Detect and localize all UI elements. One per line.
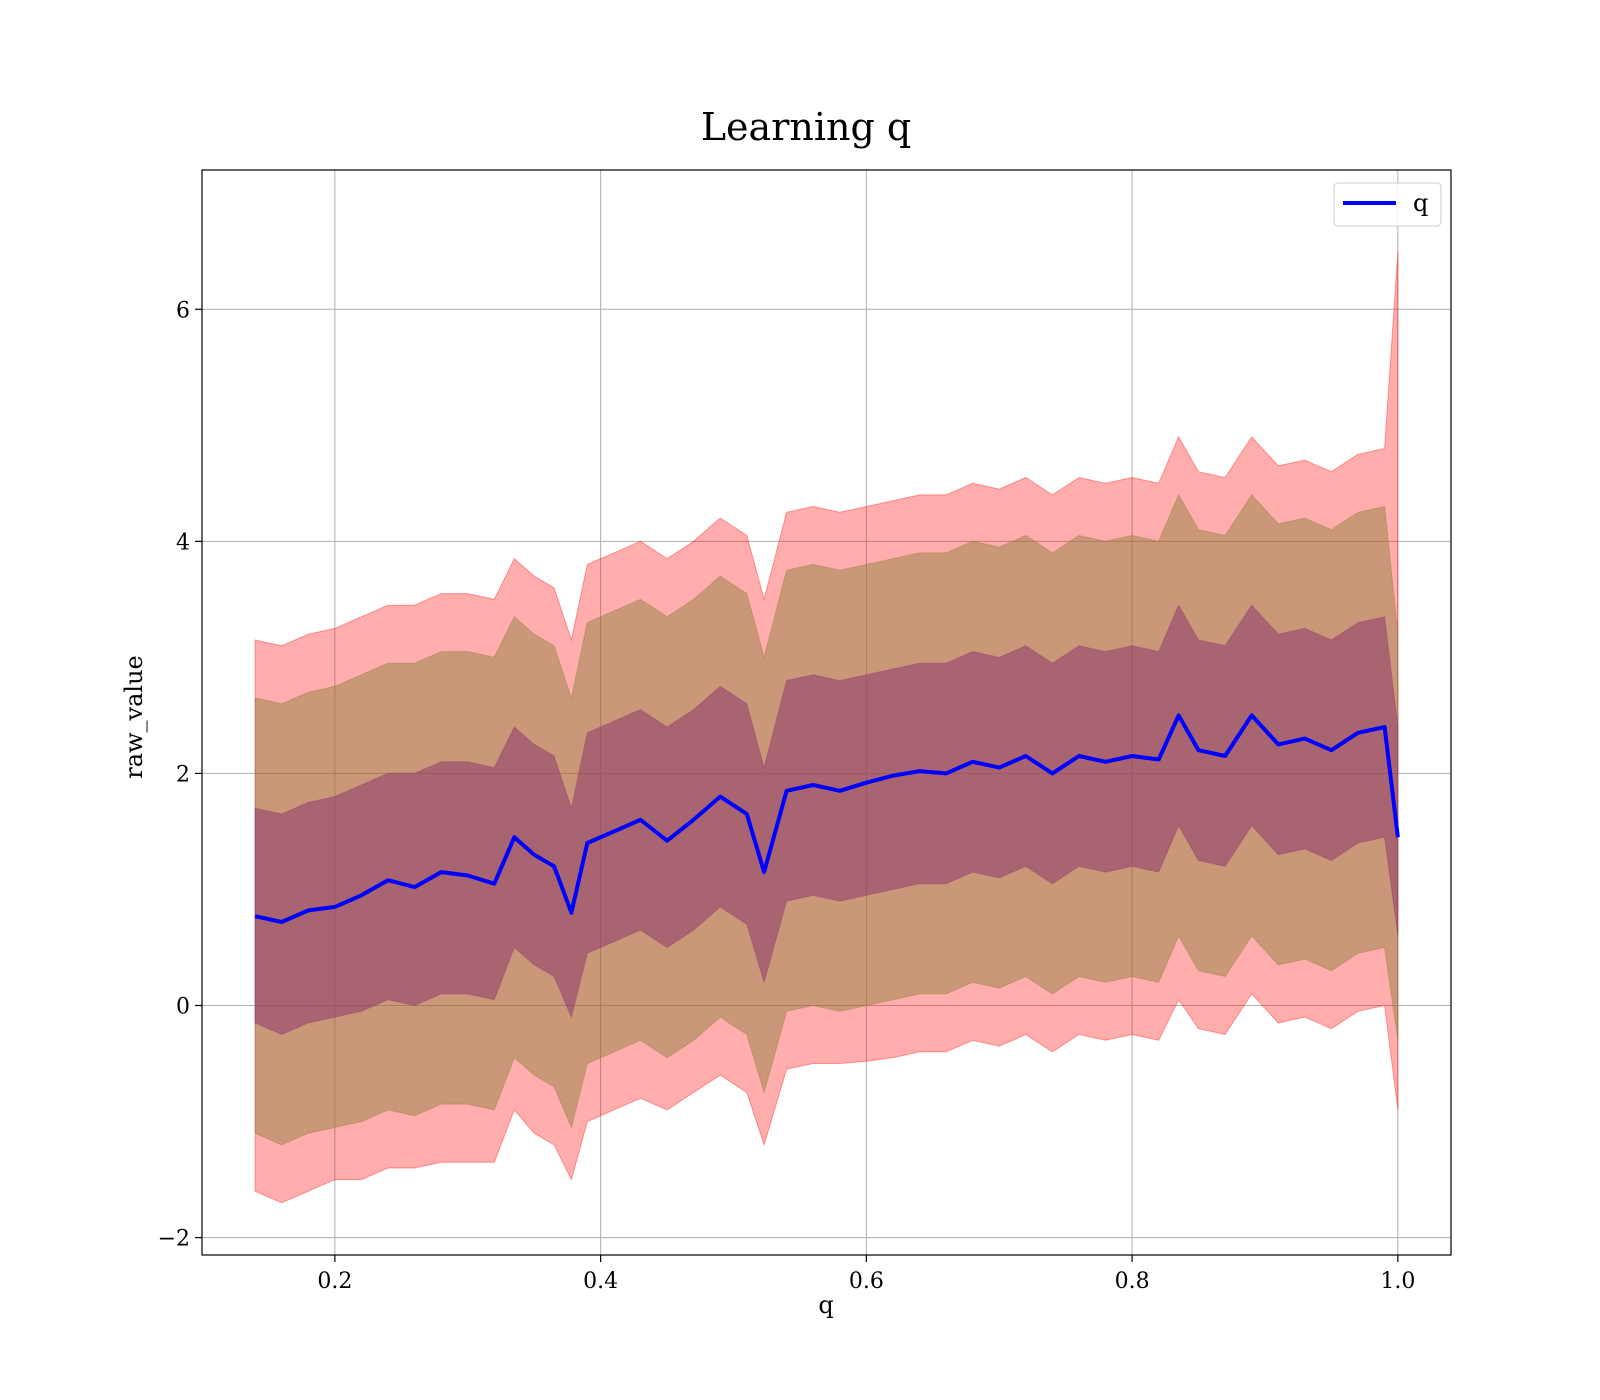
mean-line-q [254, 713, 1400, 924]
x-tick-label: 0.4 [583, 1269, 618, 1294]
chart-title: Learning q [701, 105, 911, 149]
y-tick-label: −2 [158, 1227, 190, 1252]
y-tick-label: 2 [176, 762, 190, 787]
x-tick-label: 0.2 [317, 1269, 352, 1294]
legend: q [1333, 182, 1442, 227]
x-axis-label: q [818, 1291, 833, 1319]
y-axis: −2 0 2 4 6 [158, 298, 202, 1252]
mean-line-group [254, 713, 1400, 924]
x-tick-label: 1.0 [1380, 1269, 1415, 1294]
y-tick-label: 6 [176, 298, 190, 323]
x-tick-label: 0.6 [849, 1269, 884, 1294]
x-axis: 0.2 0.4 0.6 0.8 1.0 [317, 1255, 1415, 1294]
y-tick-label: 0 [176, 995, 190, 1020]
band-inner [254, 604, 1399, 1036]
legend-label-q: q [1413, 189, 1428, 217]
plot-frame [201, 169, 1452, 1256]
bands [254, 251, 1399, 1204]
y-axis-label: raw_value [120, 655, 148, 779]
y-tick-label: 4 [176, 530, 190, 555]
x-tick-label: 0.8 [1115, 1269, 1150, 1294]
